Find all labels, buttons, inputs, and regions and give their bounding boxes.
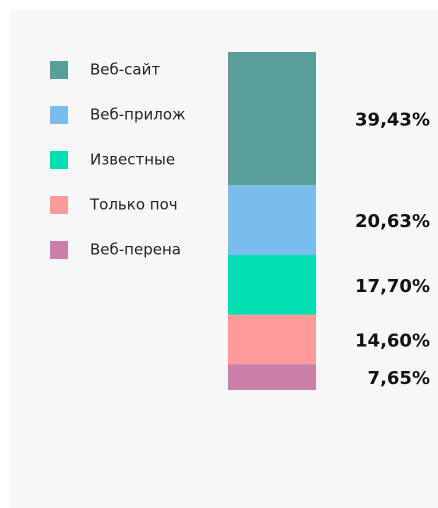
bar-segment bbox=[228, 185, 316, 255]
legend-label: Только поч bbox=[89, 196, 178, 214]
bar-segment bbox=[228, 314, 316, 365]
legend-swatch bbox=[50, 106, 68, 124]
legend-swatch bbox=[50, 151, 68, 169]
legend-label: Веб-прилож bbox=[90, 106, 186, 124]
bar-segment bbox=[228, 52, 316, 186]
value-label: 39,43% bbox=[355, 110, 430, 131]
legend-swatch bbox=[50, 241, 68, 259]
legend-label: Веб-перена bbox=[90, 241, 181, 259]
value-label: 14,60% bbox=[355, 330, 430, 351]
bar-segment bbox=[228, 364, 316, 390]
bar-segment bbox=[228, 254, 316, 315]
legend: Веб-сайт Веб-прилож Известные Только поч Веб… bbox=[50, 61, 186, 259]
legend-swatch bbox=[50, 61, 68, 79]
value-label: 17,70% bbox=[355, 276, 430, 297]
legend-label: Веб-сайт bbox=[90, 61, 160, 79]
panel-background bbox=[10, 10, 438, 508]
legend-label: Известные bbox=[90, 151, 175, 169]
value-label: 7,65% bbox=[368, 368, 430, 389]
value-label: 20,63% bbox=[355, 211, 430, 232]
legend-swatch bbox=[50, 196, 68, 214]
